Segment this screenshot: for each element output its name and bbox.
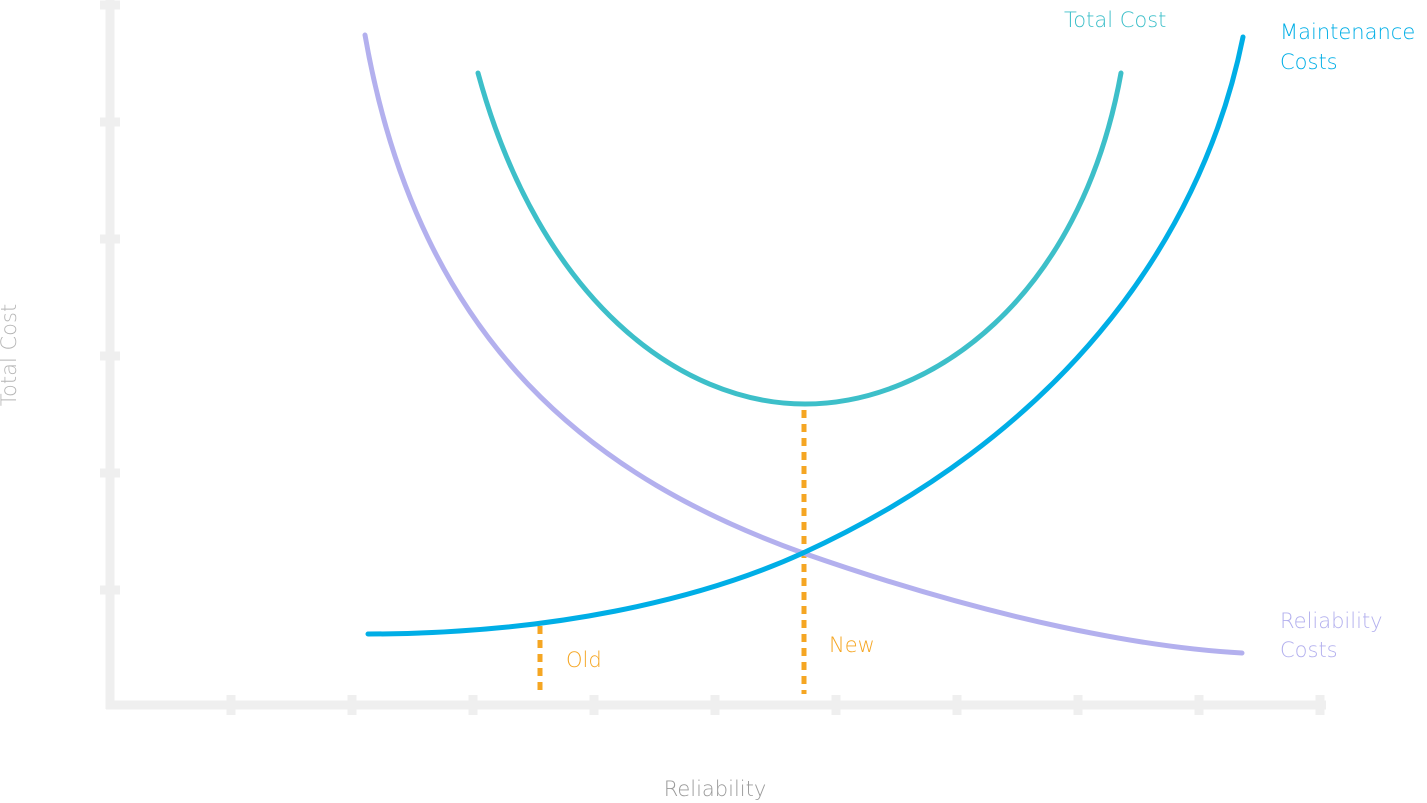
curve-label-line: Costs [1280, 50, 1338, 74]
marker-label: Old [566, 648, 602, 672]
total-cost-curve [475, 70, 1124, 407]
marker-label: New [829, 633, 875, 657]
curve-label-line: Maintenance [1280, 20, 1415, 44]
maintenance-costs-curve [365, 34, 1246, 637]
x-axis-label: Reliability [664, 777, 767, 801]
curve-label: Maintenance Costs [1280, 20, 1422, 74]
x-ticks [226, 695, 1325, 715]
curve-label: Reliability Costs [1280, 609, 1389, 662]
axes [100, 0, 1326, 715]
reliability-costs-curve [362, 32, 1245, 656]
curve-label-line: Costs [1280, 638, 1338, 662]
y-ticks [100, 0, 120, 595]
y-axis-label: Total Cost [0, 304, 21, 406]
curve-label: Total Cost [1064, 8, 1166, 32]
curve-label-line: Reliability [1280, 609, 1383, 633]
